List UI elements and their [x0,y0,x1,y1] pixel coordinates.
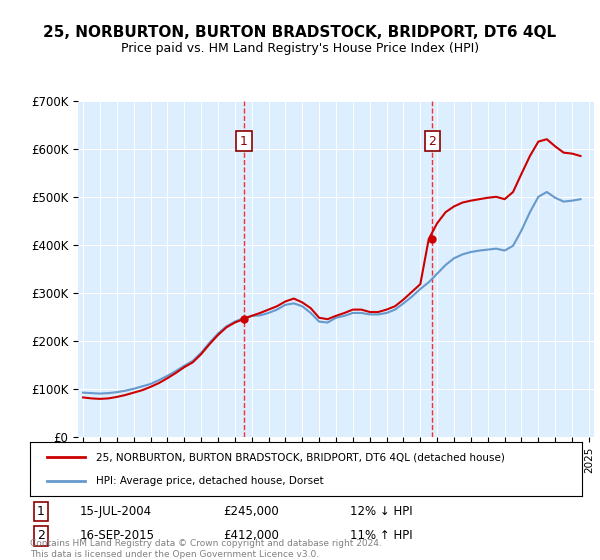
Text: £412,000: £412,000 [223,529,279,543]
Text: 2: 2 [37,529,45,543]
Text: £245,000: £245,000 [223,505,279,518]
Text: 25, NORBURTON, BURTON BRADSTOCK, BRIDPORT, DT6 4QL (detached house): 25, NORBURTON, BURTON BRADSTOCK, BRIDPOR… [96,452,505,463]
Text: 25, NORBURTON, BURTON BRADSTOCK, BRIDPORT, DT6 4QL: 25, NORBURTON, BURTON BRADSTOCK, BRIDPOR… [43,25,557,40]
Text: HPI: Average price, detached house, Dorset: HPI: Average price, detached house, Dors… [96,475,324,486]
Text: Contains HM Land Registry data © Crown copyright and database right 2024.
This d: Contains HM Land Registry data © Crown c… [30,539,382,559]
Text: 2: 2 [428,134,436,148]
Text: 1: 1 [240,134,248,148]
Text: Price paid vs. HM Land Registry's House Price Index (HPI): Price paid vs. HM Land Registry's House … [121,42,479,55]
Text: 12% ↓ HPI: 12% ↓ HPI [350,505,413,518]
Text: 11% ↑ HPI: 11% ↑ HPI [350,529,413,543]
Text: 1: 1 [37,505,45,518]
Text: 16-SEP-2015: 16-SEP-2015 [80,529,155,543]
Text: 15-JUL-2004: 15-JUL-2004 [80,505,152,518]
